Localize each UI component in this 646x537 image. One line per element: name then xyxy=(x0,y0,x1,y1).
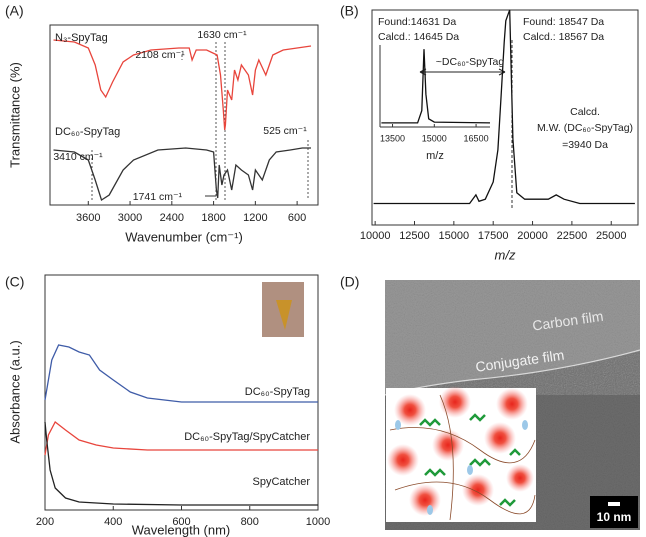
x-tick-label: 2400 xyxy=(160,212,184,224)
y-axis-label: Transmittance (%) xyxy=(7,62,22,168)
y-axis-label: Absorbance (a.u.) xyxy=(7,340,22,443)
annotation: Found: 18547 Da xyxy=(523,16,604,28)
series-label: DC₆₀-SpyTag xyxy=(55,126,120,138)
series-label: DC₆₀-SpyTag/SpyCatcher xyxy=(184,431,310,443)
x-tick-label: 10000 xyxy=(360,230,391,242)
panel-label: (D) xyxy=(340,274,359,290)
annotation: M.W. (DC₆₀-SpyTag) xyxy=(537,122,633,134)
x-tick-label: 800 xyxy=(241,516,259,528)
x-axis-label: Wavenumber (cm⁻¹) xyxy=(125,229,243,244)
x-tick-label: 3000 xyxy=(118,212,142,224)
annotation: 1741 cm⁻¹ xyxy=(133,191,183,203)
x-tick-label: 16500 xyxy=(464,133,489,143)
series-label: SpyCatcher xyxy=(253,476,311,488)
panel-label: (C) xyxy=(5,274,24,290)
x-tick-label: 20000 xyxy=(517,230,548,242)
annotation: ~DC₆₀-SpyTag xyxy=(436,56,505,68)
annotation: 525 cm⁻¹ xyxy=(263,125,307,137)
annotation: =3940 Da xyxy=(562,139,608,151)
panel-label: (A) xyxy=(5,3,24,19)
arrow xyxy=(420,69,505,75)
x-axis-label: m/z xyxy=(426,150,444,162)
x-tick-label: 3600 xyxy=(76,212,100,224)
figure: (A) (B) (C) (D) Carbon film Conjugate fi… xyxy=(0,0,646,537)
x-tick-label: 1000 xyxy=(306,516,330,528)
x-axis-label: m/z xyxy=(495,247,516,262)
scale-bar-label: 10 nm xyxy=(597,510,632,524)
x-tick-label: 200 xyxy=(36,516,54,528)
x-tick-label: 17500 xyxy=(478,230,509,242)
x-tick-label: 15000 xyxy=(422,133,447,143)
panel-label: (B) xyxy=(340,3,359,19)
annotation: 2108 cm⁻¹ xyxy=(135,49,185,61)
annotation: 1630 cm⁻¹ xyxy=(197,29,247,41)
x-tick-label: 15000 xyxy=(439,230,470,242)
x-tick-label: 13500 xyxy=(380,133,405,143)
annotation: 3410 cm⁻¹ xyxy=(53,151,103,163)
series-label: DC₆₀-SpyTag xyxy=(245,386,310,398)
x-axis-label: Wavelength (nm) xyxy=(132,522,231,537)
x-tick-label: 25000 xyxy=(596,230,627,242)
annotation: Calcd.: 18567 Da xyxy=(523,31,604,43)
annotation: Calcd. xyxy=(570,106,600,118)
annotation: Calcd.: 14645 Da xyxy=(378,31,459,43)
guides xyxy=(92,42,308,200)
x-tick-label: 1800 xyxy=(201,212,225,224)
x-tick-label: 600 xyxy=(288,212,306,224)
annotation: Found:14631 Da xyxy=(378,16,456,28)
x-tick-label: 400 xyxy=(104,516,122,528)
series-label: N₃-SpyTag xyxy=(55,32,108,44)
x-tick-label: 12500 xyxy=(399,230,430,242)
x-tick-label: 1200 xyxy=(243,212,267,224)
x-tick-label: 22500 xyxy=(557,230,588,242)
